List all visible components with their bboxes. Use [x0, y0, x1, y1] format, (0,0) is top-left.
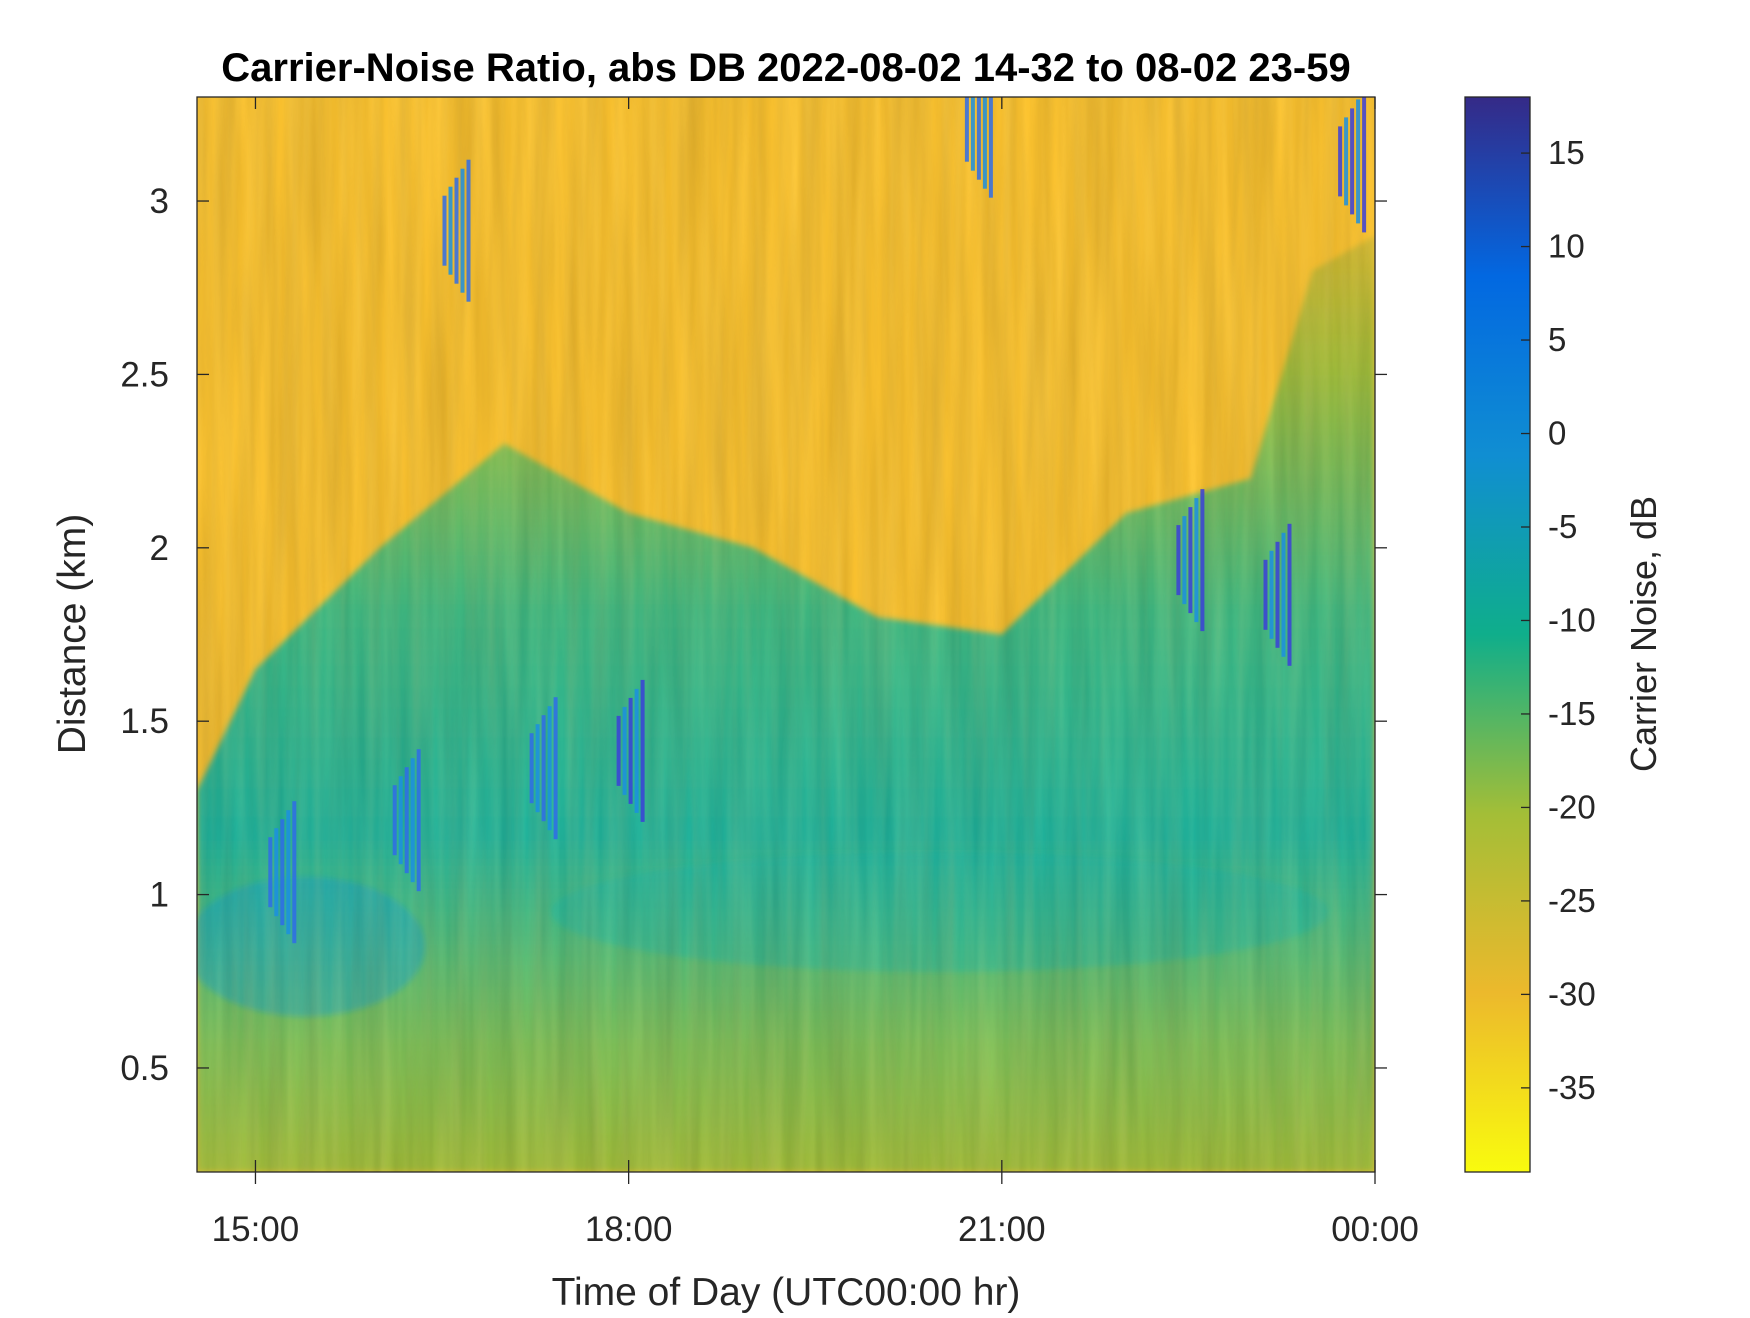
cloud-return-mark	[1362, 97, 1367, 233]
cloud-return-mark	[280, 819, 285, 926]
cloud-return-mark	[1356, 99, 1361, 224]
cloud-return-mark	[628, 697, 633, 804]
colorbar-tick-label: -35	[1548, 1069, 1596, 1106]
cloud-return-mark	[553, 697, 558, 840]
chart-title: Carrier-Noise Ratio, abs DB 2022-08-02 1…	[221, 46, 1350, 90]
cloud-return-mark	[292, 801, 297, 944]
cloud-return-mark	[416, 749, 421, 892]
colorbar-tick-label: -15	[1548, 695, 1596, 732]
colorbar: 15 10 5 0 -5 -10 -15 -20 -25 -30 -35 Carrier Noise…	[1464, 96, 1664, 1173]
y-tick-label: 0.5	[120, 1049, 169, 1088]
cloud-return-mark	[1275, 541, 1280, 648]
plot-area: 15:00 18:00 21:00 00:00 0.5 1 1.5 2 2.5 3	[120, 96, 1419, 1249]
colorbar-gradient	[1464, 96, 1531, 1173]
y-tick-label: 2.5	[120, 355, 169, 394]
x-tick-label: 15:00	[212, 1210, 300, 1249]
y-axis-label: Distance (km)	[51, 514, 94, 755]
x-tick-label: 00:00	[1331, 1210, 1419, 1249]
cloud-return-mark	[398, 776, 403, 865]
cloud-return-mark	[392, 785, 397, 856]
cloud-return-mark	[1200, 489, 1205, 632]
y-tick-label: 1.5	[120, 702, 169, 741]
cloud-return-mark	[460, 168, 465, 293]
cloud-return-mark	[640, 679, 645, 822]
cloud-return-mark	[1287, 523, 1292, 666]
cloud-return-mark	[454, 177, 459, 284]
colorbar-tick-label: 10	[1548, 228, 1585, 265]
colorbar-tick-label: 0	[1548, 415, 1566, 452]
colorbar-tick-label: -10	[1548, 601, 1596, 638]
cloud-return-mark	[1194, 498, 1199, 623]
colorbar-tick-label: 5	[1548, 321, 1566, 358]
colorbar-tick-label: 15	[1548, 134, 1585, 171]
cloud-return-mark	[616, 715, 621, 786]
cloud-return-mark	[274, 828, 279, 917]
colorbar-ticks: 15 10 5 0 -5 -10 -15 -20 -25 -30 -35	[1521, 134, 1596, 1106]
colorbar-label: Carrier Noise, dB	[1623, 496, 1664, 772]
y-tick-label: 3	[150, 182, 169, 221]
cloud-return-mark	[448, 186, 453, 275]
cloud-return-mark	[529, 733, 534, 804]
cloud-return-mark	[1188, 507, 1193, 614]
cloud-return-mark	[976, 97, 981, 180]
y-axis: 0.5 1 1.5 2 2.5 3	[120, 182, 1387, 1088]
cloud-return-mark	[1182, 516, 1187, 605]
plot-frame	[196, 96, 1376, 1173]
colorbar-tick-label: -5	[1548, 508, 1577, 545]
cloud-return-mark	[1281, 532, 1286, 657]
cloud-return-mark	[404, 767, 409, 874]
cloud-return-mark	[1263, 559, 1268, 630]
cloud-return-mark	[286, 810, 291, 935]
cloud-return-mark	[1350, 108, 1355, 215]
cloud-return-mark	[982, 97, 987, 189]
cloud-return-mark	[622, 706, 627, 795]
cloud-return-mark	[268, 837, 273, 908]
colorbar-tick-label: -20	[1548, 788, 1596, 825]
cloud-return-mark	[410, 758, 415, 883]
cloud-return-mark	[1338, 126, 1343, 197]
x-axis-label: Time of Day (UTC00:00 hr)	[552, 1271, 1021, 1313]
cloud-return-mark	[442, 195, 447, 266]
colorbar-tick-label: -25	[1548, 882, 1596, 919]
y-tick-label: 2	[150, 529, 169, 568]
cloud-return-mark	[970, 97, 975, 171]
heatmap-image	[197, 97, 1375, 1172]
cloud-return-mark	[1269, 550, 1274, 639]
cloud-return-mark	[964, 97, 969, 162]
cloud-return-mark	[988, 97, 993, 198]
cloud-return-mark	[547, 706, 552, 831]
x-axis: 15:00 18:00 21:00 00:00	[212, 97, 1419, 1249]
cloud-return-mark	[1176, 525, 1181, 596]
x-tick-label: 18:00	[585, 1210, 673, 1249]
cloud-return-mark	[634, 688, 639, 813]
y-tick-label: 1	[150, 876, 169, 915]
x-tick-label: 21:00	[958, 1210, 1046, 1249]
cloud-return-mark	[466, 159, 471, 302]
colorbar-tick-label: -30	[1548, 975, 1596, 1012]
cloud-return-mark	[1344, 117, 1349, 206]
cloud-return-mark	[541, 715, 546, 822]
cloud-return-mark	[535, 724, 540, 813]
